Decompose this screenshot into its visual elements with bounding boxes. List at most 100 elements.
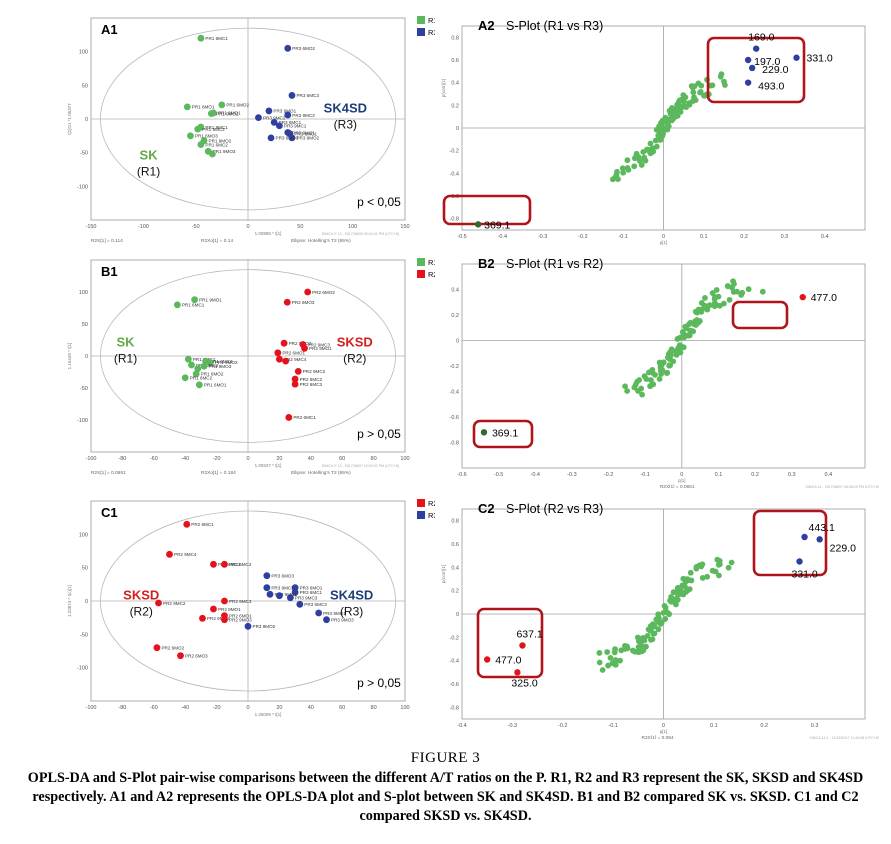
variable-point [704,573,711,580]
score-point-label: PR3 9MC1 [284,124,307,129]
x-tick-label: 20 [276,456,282,462]
variable-point [647,383,654,390]
x-tick-label: 0.1 [715,472,723,478]
group-label: SKSD [123,588,159,603]
score-point-label: PR3 6MC1 [279,120,302,125]
score-point-label: PR1 6MC1 [205,36,228,41]
score-point [280,339,288,347]
y-tick-label: -50 [80,632,88,638]
score-point [221,597,228,605]
variable-point [745,286,752,293]
score-point-label: PR1 9MO3 [213,149,236,154]
highlight-box [472,419,534,449]
highlight-point [748,64,756,72]
panel-b2: -0.6 -0.5 -0.4 -0.3 -0.2 -0.1 0 0.1 0.2 0.3 0.4 -0.… [440,250,885,488]
score-point [266,590,274,598]
variable-point [679,329,686,335]
score-point-label: PR2 6MO3 [292,300,315,305]
x-axis-label: p[1] [660,729,668,734]
variable-point [679,582,686,589]
score-point-label: PR1 6MO2 [201,372,224,377]
y-tick-label: 0.2 [451,313,459,319]
y-tick-label: 0.4 [451,565,459,571]
score-point-label: PR2 9MC2 [303,369,326,374]
x-tick-label: -0.6 [457,472,466,478]
variable-point [652,137,659,144]
score-point [304,288,312,296]
variable-point [635,154,642,160]
variable-point [643,376,650,382]
variable-point [648,377,654,383]
variable-point [660,609,667,616]
y-axis-label: p(corr)[1] [441,79,446,97]
score-point [210,605,217,613]
score-point [191,296,199,304]
variable-point [596,650,603,656]
variable-point [674,590,681,596]
chart-c1: -100 -80 -60 -40 -20 0 20 40 60 80 100 -100 -50 0 50 10… [67,499,435,717]
watermark-text: SIMCA 14.1 - 11/15/2017 11:44:08 (UTC+8) [809,736,879,739]
x-tick-label: -80 [118,705,126,711]
score-point-label: PR2 6MC1 [191,522,214,527]
legend-swatch [417,16,425,24]
score-point [197,141,205,148]
y-tick-label: 100 [79,532,88,538]
x-tick-label: -100 [85,456,96,462]
variable-point [665,610,672,617]
variable-point [666,362,673,369]
highlight-box [706,36,806,104]
panel-label: B2 [478,256,495,271]
variable-point [631,163,638,170]
variable-point [711,296,718,303]
x-tick-label: -0.3 [538,234,547,240]
y-tick-label: -50 [80,386,88,392]
variable-point [620,169,627,176]
variable-point [728,559,735,566]
score-point [283,298,291,306]
score-point [166,550,173,558]
legend-label: R2 [428,270,435,279]
variable-point [702,295,708,301]
score-point [207,110,215,118]
score-point-label: PR2 9MO1 [309,346,332,351]
score-point [291,588,299,596]
score-point-label: PR2 6MC3 [218,562,241,567]
variable-point [680,98,687,105]
highlight-label: 493.0 [758,81,784,93]
score-point [263,584,271,592]
highlight-point [801,533,808,541]
score-point-label: PR3 6MO2 [292,46,315,51]
figure-caption-text: OPLS-DA and S-Plot pair-wise comparisons… [27,770,864,824]
legend-label: R3 [428,511,435,520]
score-point [177,652,184,660]
y-axis-label: t[1]O1 *1.05377 [67,103,72,135]
variable-point [646,369,652,376]
score-point-label: PR3 6MO1 [300,585,323,590]
y-tick-label: -0.2 [450,364,459,370]
hotelling-ellipse [100,27,396,211]
watermark-text: SIMCA-P 13 - 2017/08/07 10:04:02 PM (UTC… [322,464,399,468]
chart-title: S-Plot (R1 vs R3) [506,19,603,33]
x-tick-label: -20 [213,456,221,462]
score-point-label: PR3 9MO1 [273,109,296,114]
legend-swatch [417,511,425,519]
p-value: p > 0,05 [357,427,401,441]
variable-point [624,388,631,394]
variable-point [721,78,727,85]
variable-point [655,125,662,132]
score-point [188,361,195,369]
y-tick-label: -50 [80,151,88,157]
y-tick-label: 0 [456,612,459,618]
x-tick-label: 60 [339,456,345,462]
y-tick-label: -0.4 [450,171,459,177]
group-sublabel: (R2) [130,605,153,619]
x-tick-label: 0.1 [700,234,708,240]
p-value: p < 0,05 [357,195,401,209]
score-point-label: PR2 6MC2 [300,377,323,382]
legend-label: R1 [428,16,435,25]
x-tick-label: -0.3 [567,472,576,478]
y-tick-label: 0.2 [451,589,459,595]
x-tick-label: -100 [85,705,96,711]
variable-point [659,133,666,139]
highlight-point [799,293,806,301]
